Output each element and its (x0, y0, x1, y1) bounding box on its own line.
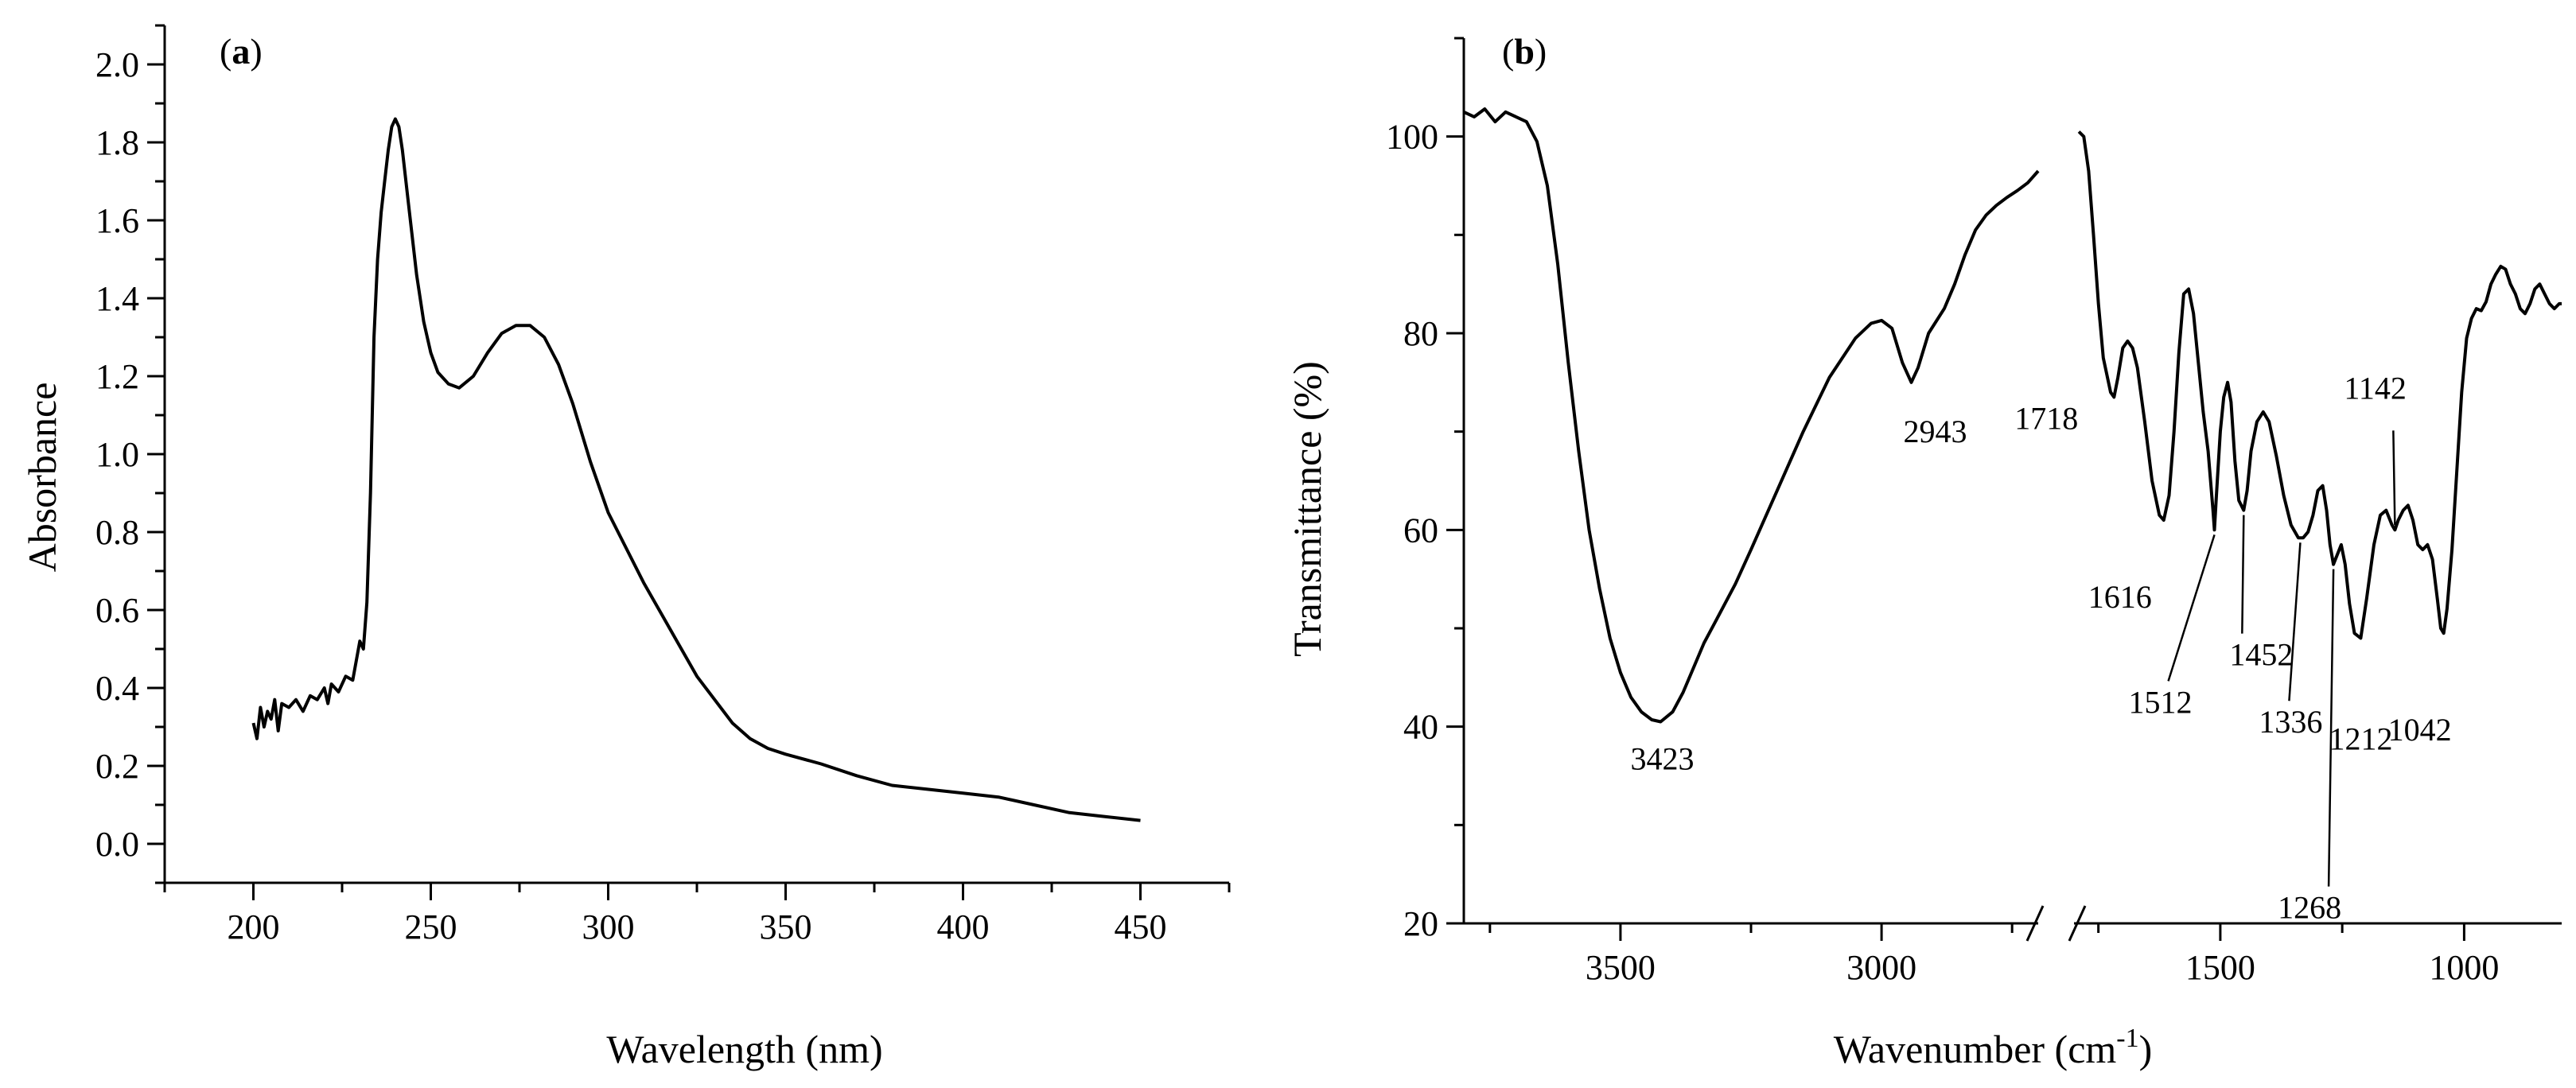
panel-b-ylabel: Transmittance (%) (1285, 361, 1329, 657)
peak-label-1718: 1718 (2014, 400, 2078, 436)
panel-b-series (1463, 107, 2562, 724)
panel-b-y-tick-label: 80 (1403, 314, 1438, 353)
peak-leader-line (2327, 569, 2335, 887)
panel-b-ftir: (b) 3500 3000 1500 1000 20 40 60 80 100 3423 2943… (1285, 31, 2562, 1071)
peak-label-3423: 3423 (1630, 740, 1694, 776)
panel-a-uv-vis: (a) 200 250 300 350 400 450 0.0 0.2 0.4 0.6 0.8 1.0… (20, 24, 1231, 1071)
peak-label-1268: 1268 (2278, 890, 2341, 926)
panel-b-letter: b (1514, 31, 1535, 72)
peak-leader-line (2241, 515, 2245, 634)
panel-a-y-tick-label: 0.8 (95, 513, 139, 552)
panel-b-ftir-line-low (2077, 130, 2562, 640)
panel-a-x-tick-label: 450 (1115, 907, 1167, 946)
panel-a-x-tick-label: 250 (405, 907, 457, 946)
panel-b-xlabel-text: Wavenumber (cm (1834, 1027, 2117, 1071)
peak-label-1616: 1616 (2088, 579, 2152, 615)
panel-a-y-tick-label: 1.4 (95, 279, 139, 318)
peak-leader-line (2392, 430, 2396, 526)
panel-a-label: (a) (220, 31, 263, 72)
panel-b-xlabel-close: ) (2139, 1027, 2153, 1071)
panel-b-label: (b) (1502, 31, 1547, 72)
panel-a-y-tick-label: 1.8 (95, 123, 139, 162)
panel-b-axis-break-mark (2025, 905, 2045, 942)
peak-label-1212: 1212 (2329, 721, 2392, 756)
panel-b-axes: 3500 3000 1500 1000 20 40 60 80 100 (1386, 37, 2562, 987)
panel-b-xlabel: Wavenumber (cm-1) (1834, 1024, 2153, 1071)
panel-a-y-tick-label: 1.6 (95, 201, 139, 240)
panel-b-x-tick-label: 3500 (1586, 948, 1656, 987)
panel-b-xlabel-sup: -1 (2116, 1024, 2138, 1053)
panel-a-absorbance-line (251, 117, 1141, 822)
panel-a-xlabel: Wavelength (nm) (606, 1027, 882, 1071)
peak-label-1142: 1142 (2344, 370, 2407, 406)
panel-a-y-tick-label: 0.0 (95, 825, 139, 864)
panel-b-y-tick-label: 60 (1403, 511, 1438, 550)
peak-leader-line (2288, 542, 2302, 701)
panel-b-x-tick-label: 3000 (1846, 948, 1916, 987)
panel-a-x-tick-label: 400 (937, 907, 990, 946)
panel-a-letter: a (232, 31, 250, 72)
panel-b-ftir-line-high (1463, 107, 2040, 724)
peak-leader-line (2167, 534, 2216, 682)
panel-a-y-tick-label: 0.6 (95, 591, 139, 630)
panel-b-y-tick-label: 40 (1403, 708, 1438, 747)
panel-a-y-tick-label: 1.2 (95, 357, 139, 396)
peak-label-1452: 1452 (2229, 637, 2293, 673)
panel-a-x-tick-label: 300 (582, 907, 635, 946)
panel-b-annotations: 3423 2943 1718 1616 1512 1452 1336 1268 1212 1142… (1630, 370, 2451, 925)
panel-b-axis-break-mark (2068, 905, 2087, 942)
panel-a-y-tick-label: 1.0 (95, 435, 139, 474)
panel-a-x-tick-label: 350 (760, 907, 812, 946)
peak-label-1512: 1512 (2129, 684, 2193, 720)
panel-b-x-tick-label: 1000 (2429, 948, 2499, 987)
panel-a-series (251, 117, 1141, 822)
panel-a-y-tick-label: 0.2 (95, 747, 139, 786)
panel-a-y-tick-label: 2.0 (95, 45, 139, 84)
panel-b-y-tick-label: 20 (1403, 904, 1438, 943)
panel-a-y-tick-label: 0.4 (95, 669, 139, 708)
peak-label-1042: 1042 (2388, 712, 2452, 748)
panel-a-ylabel: Absorbance (20, 383, 64, 573)
panel-b-x-tick-label: 1500 (2185, 948, 2255, 987)
peak-label-1336: 1336 (2259, 704, 2322, 740)
panel-a-axes: 200 250 300 350 400 450 0.0 0.2 0.4 0.6 0.8 1.0 1.2 1… (95, 24, 1231, 946)
panel-a-x-tick-label: 200 (228, 907, 280, 946)
panel-b-y-tick-label: 100 (1386, 118, 1438, 157)
peak-label-2943: 2943 (1904, 414, 1967, 449)
